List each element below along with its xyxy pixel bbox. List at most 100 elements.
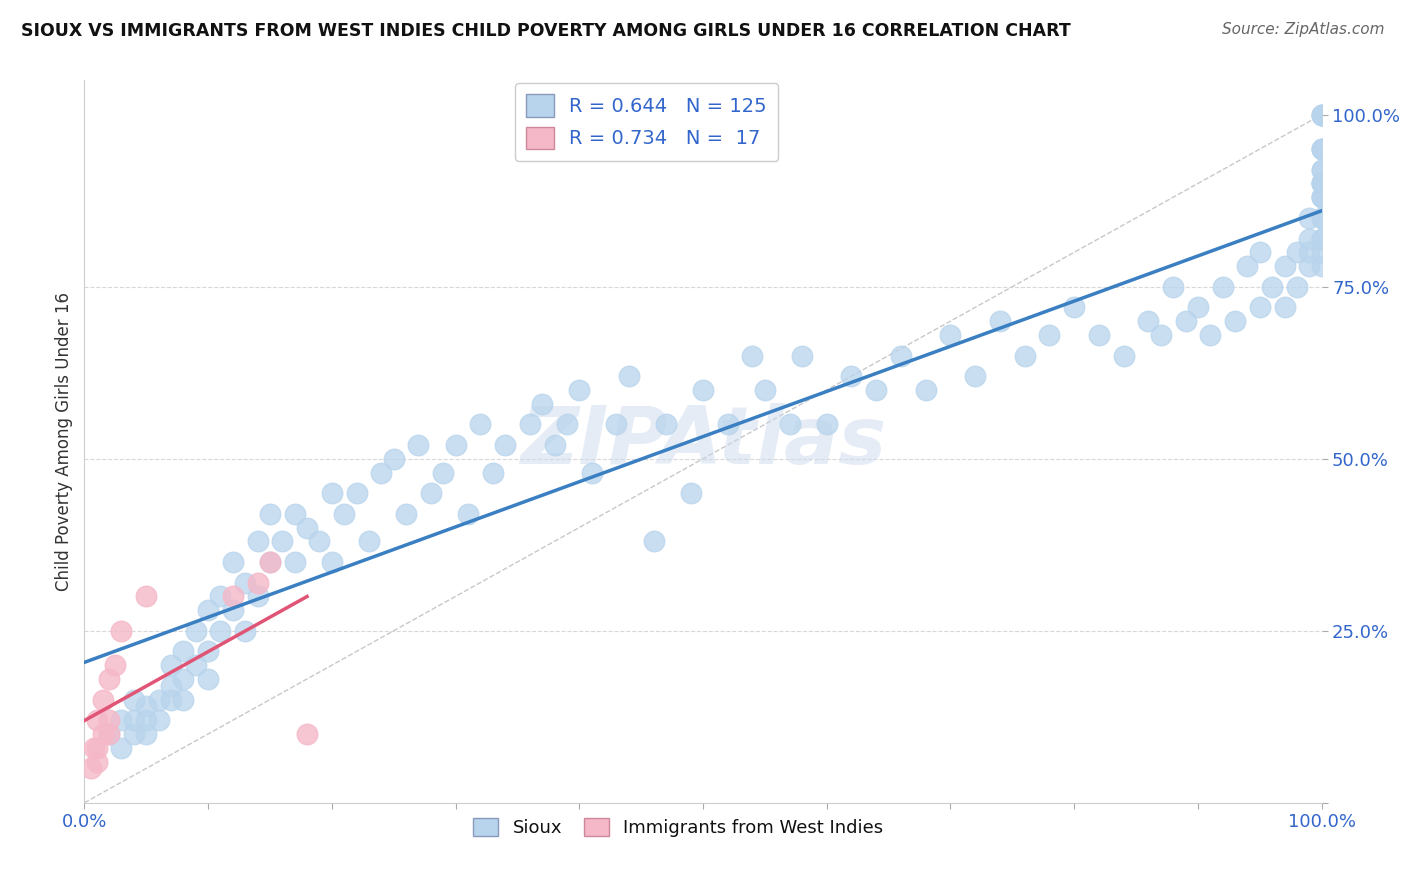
Point (481, 466, 503, 480)
Point (110, 713, 132, 727)
Point (222, 590, 245, 604)
Point (939, 327, 962, 342)
Point (494, 438, 516, 452)
Point (246, 534, 269, 549)
Point (222, 603, 245, 617)
Point (246, 575, 269, 590)
Point (779, 417, 801, 432)
Point (432, 466, 454, 480)
Point (308, 534, 330, 549)
Point (1310, 177, 1333, 191)
Point (233, 575, 256, 590)
Point (184, 624, 207, 638)
Point (91, 692, 114, 706)
Point (1274, 259, 1296, 273)
Point (408, 438, 430, 452)
Point (841, 369, 863, 384)
Point (91, 727, 114, 741)
Point (1310, 190, 1333, 204)
Point (865, 383, 887, 397)
Point (1112, 349, 1135, 363)
Point (1310, 190, 1333, 204)
Point (209, 624, 232, 638)
Point (1310, 162, 1333, 177)
Point (382, 451, 405, 466)
Point (271, 534, 294, 549)
Point (1310, 211, 1333, 225)
Point (110, 740, 132, 755)
Point (135, 590, 157, 604)
Point (815, 417, 838, 432)
Point (1038, 327, 1060, 342)
Point (172, 644, 194, 658)
Point (531, 397, 554, 411)
Point (555, 417, 578, 432)
Point (1298, 211, 1320, 225)
Point (295, 520, 318, 534)
Point (1310, 211, 1333, 225)
Point (617, 369, 640, 384)
Point (259, 555, 281, 569)
Point (346, 486, 368, 500)
Point (1310, 177, 1333, 191)
Point (98, 727, 121, 741)
Point (1187, 301, 1209, 315)
Point (321, 486, 343, 500)
Point (581, 466, 603, 480)
Point (83, 740, 105, 755)
Point (519, 417, 541, 432)
Point (1174, 314, 1197, 328)
Point (148, 713, 170, 727)
Point (890, 349, 912, 363)
Legend: Sioux, Immigrants from West Indies: Sioux, Immigrants from West Indies (465, 811, 891, 845)
Point (1310, 142, 1333, 156)
Point (741, 349, 763, 363)
Point (1223, 314, 1246, 328)
Point (209, 590, 232, 604)
Point (135, 699, 157, 714)
Point (222, 555, 245, 569)
Point (1298, 259, 1320, 273)
Point (679, 486, 702, 500)
Point (122, 727, 145, 741)
Point (1212, 279, 1234, 293)
Point (160, 692, 183, 706)
Point (1310, 231, 1333, 245)
Point (110, 624, 132, 638)
Point (1249, 301, 1271, 315)
Point (655, 417, 678, 432)
Point (754, 383, 776, 397)
Point (1310, 259, 1333, 273)
Point (246, 590, 269, 604)
Point (1150, 327, 1173, 342)
Point (184, 658, 207, 673)
Point (122, 692, 145, 706)
Point (284, 555, 307, 569)
Point (1310, 108, 1333, 122)
Point (259, 507, 281, 521)
Text: SIOUX VS IMMIGRANTS FROM WEST INDIES CHILD POVERTY AMONG GIRLS UNDER 16 CORRELAT: SIOUX VS IMMIGRANTS FROM WEST INDIES CHI… (21, 22, 1071, 40)
Text: ZIPAtlas: ZIPAtlas (520, 402, 886, 481)
Point (98, 727, 121, 741)
Point (160, 679, 183, 693)
Point (79, 761, 101, 775)
Point (1236, 259, 1258, 273)
Point (197, 644, 219, 658)
Point (259, 555, 281, 569)
Point (1310, 142, 1333, 156)
Point (122, 713, 145, 727)
Point (1274, 301, 1296, 315)
Point (419, 486, 441, 500)
Point (197, 603, 219, 617)
Point (1161, 279, 1184, 293)
Point (692, 383, 714, 397)
Point (965, 369, 987, 384)
Point (172, 672, 194, 686)
Point (1310, 142, 1333, 156)
Point (568, 383, 591, 397)
Point (160, 658, 183, 673)
Point (643, 534, 665, 549)
Point (1261, 279, 1284, 293)
Point (790, 349, 813, 363)
Point (395, 507, 418, 521)
